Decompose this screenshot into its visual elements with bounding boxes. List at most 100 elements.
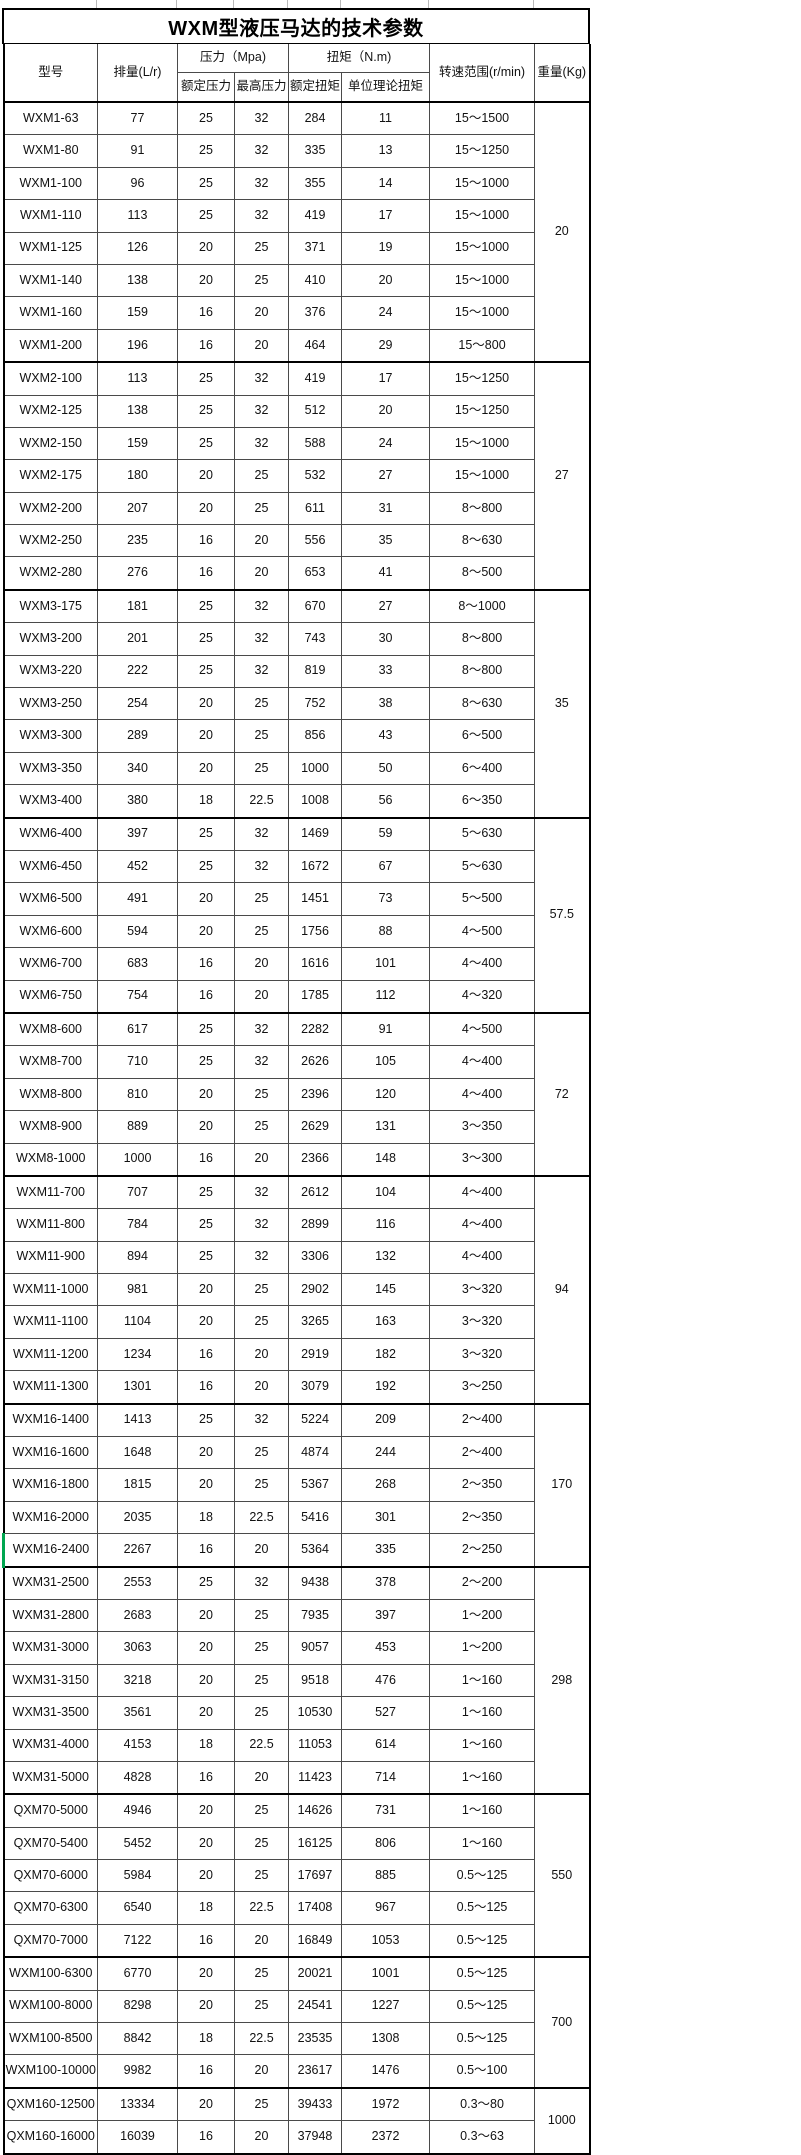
rated-pressure-cell: 18 — [177, 1728, 235, 1762]
speed-range-cell: 1～160 — [429, 1696, 536, 1730]
speed-range-cell: 1～160 — [429, 1728, 536, 1762]
displacement-cell: 9982 — [97, 2054, 178, 2089]
rated-torque-cell: 1008 — [288, 784, 343, 819]
model-cell: WXM1-125 — [3, 231, 98, 265]
table-row: WXM16-1800 1815 20 25 5367 268 2～350 — [3, 1468, 590, 1502]
table-row: WXM31-3500 3561 20 25 10530 527 1～160 — [3, 1696, 590, 1730]
speed-range-cell: 5～500 — [429, 882, 536, 916]
max-pressure-cell: 32 — [233, 426, 290, 461]
header-model: 型号 — [3, 44, 98, 103]
table-row: WXM2-175 180 20 25 532 27 15～1000 — [3, 459, 590, 493]
displacement-cell: 889 — [97, 1110, 178, 1144]
speed-range-cell: 15～1500 — [429, 101, 536, 136]
speed-range-cell: 5～630 — [429, 849, 536, 884]
displacement-cell: 1815 — [97, 1468, 178, 1502]
max-pressure-cell: 22.5 — [233, 1500, 290, 1535]
model-cell: WXM6-500 — [3, 882, 98, 916]
model-cell: WXM100-8000 — [3, 1989, 98, 2024]
rated-torque-cell: 11423 — [288, 1760, 343, 1795]
max-pressure-cell: 32 — [233, 588, 290, 624]
rated-pressure-cell: 16 — [177, 2120, 235, 2155]
max-pressure-cell: 25 — [233, 491, 290, 526]
model-cell: QXM70-5000 — [3, 1793, 98, 1828]
rated-torque-cell: 2396 — [288, 1077, 343, 1112]
header-unit-torque: 单位理论扭矩 — [341, 72, 431, 103]
displacement-cell: 3218 — [97, 1663, 178, 1698]
model-cell: WXM2-100 — [3, 361, 98, 396]
displacement-cell: 180 — [97, 459, 178, 493]
rated-torque-cell: 556 — [288, 524, 343, 558]
model-cell: WXM16-1600 — [3, 1436, 98, 1470]
displacement-cell: 1301 — [97, 1370, 178, 1405]
speed-range-cell: 15～1000 — [429, 459, 536, 493]
model-cell: WXM31-2500 — [3, 1565, 98, 1600]
rated-pressure-cell: 20 — [177, 1598, 235, 1633]
rated-torque-cell: 371 — [288, 231, 343, 265]
rated-pressure-cell: 18 — [177, 1500, 235, 1535]
speed-range-cell: 1～160 — [429, 1826, 536, 1861]
rated-torque-cell: 9438 — [288, 1565, 343, 1600]
model-cell: WXM1-80 — [3, 134, 98, 168]
speed-range-cell: 0.5～125 — [429, 2022, 536, 2056]
speed-range-cell: 1～200 — [429, 1598, 536, 1633]
speed-range-cell: 1～160 — [429, 1760, 536, 1795]
rated-torque-cell: 17408 — [288, 1891, 343, 1925]
unit-torque-cell: 453 — [341, 1631, 431, 1665]
model-cell: WXM6-400 — [3, 816, 98, 851]
max-pressure-cell: 25 — [233, 1696, 290, 1730]
max-pressure-cell: 32 — [233, 134, 290, 168]
displacement-cell: 91 — [97, 134, 178, 168]
speed-range-cell: 15～1000 — [429, 296, 536, 330]
table-row: QXM70-5400 5452 20 25 16125 806 1～160 — [3, 1826, 590, 1861]
speed-range-cell: 3～320 — [429, 1305, 536, 1339]
max-pressure-cell: 25 — [233, 882, 290, 916]
model-cell: WXM16-2000 — [3, 1500, 98, 1535]
model-cell: WXM6-600 — [3, 914, 98, 949]
displacement-cell: 707 — [97, 1174, 178, 1210]
model-cell: WXM8-800 — [3, 1077, 98, 1112]
speed-range-cell: 0.5～125 — [429, 1956, 536, 1991]
unit-torque-cell: 397 — [341, 1598, 431, 1633]
rated-pressure-cell: 25 — [177, 134, 235, 168]
model-cell: WXM3-350 — [3, 751, 98, 786]
displacement-cell: 77 — [97, 101, 178, 136]
model-cell: WXM6-700 — [3, 947, 98, 981]
max-pressure-cell: 20 — [233, 1923, 290, 1958]
unit-torque-cell: 17 — [341, 199, 431, 233]
max-pressure-cell: 25 — [233, 1305, 290, 1339]
table-row: WXM3-350 340 20 25 1000 50 6～400 — [3, 751, 590, 786]
max-pressure-cell: 22.5 — [233, 2022, 290, 2056]
table-row: WXM3-200 201 25 32 743 30 8～800 — [3, 622, 590, 656]
unit-torque-cell: 476 — [341, 1663, 431, 1698]
unit-torque-cell: 268 — [341, 1468, 431, 1502]
model-cell: WXM1-200 — [3, 328, 98, 363]
rated-torque-cell: 588 — [288, 426, 343, 461]
unit-torque-cell: 182 — [341, 1337, 431, 1372]
displacement-cell: 2553 — [97, 1565, 178, 1600]
model-cell: WXM11-800 — [3, 1208, 98, 1242]
rated-pressure-cell: 16 — [177, 979, 235, 1014]
speed-range-cell: 15～1250 — [429, 134, 536, 168]
rated-torque-cell: 743 — [288, 622, 343, 656]
max-pressure-cell: 25 — [233, 2086, 290, 2122]
speed-range-cell: 15～800 — [429, 328, 536, 363]
table-row: WXM31-3150 3218 20 25 9518 476 1～160 — [3, 1663, 590, 1698]
max-pressure-cell: 22.5 — [233, 1728, 290, 1762]
max-pressure-cell: 20 — [233, 2054, 290, 2089]
table-row: QXM70-6300 6540 18 22.5 17408 967 0.5～125 — [3, 1891, 590, 1925]
speed-range-cell: 15～1000 — [429, 231, 536, 265]
model-cell: WXM1-110 — [3, 199, 98, 233]
weight-cell: 27 — [534, 361, 591, 591]
rated-pressure-cell: 16 — [177, 2054, 235, 2089]
displacement-cell: 683 — [97, 947, 178, 981]
speed-range-cell: 0.5～125 — [429, 1859, 536, 1893]
displacement-cell: 13334 — [97, 2086, 178, 2122]
speed-range-cell: 1～160 — [429, 1663, 536, 1698]
model-cell: WXM6-750 — [3, 979, 98, 1014]
model-cell: WXM2-175 — [3, 459, 98, 493]
unit-torque-cell: 38 — [341, 687, 431, 721]
weight-cell: 170 — [534, 1402, 591, 1568]
header-torque-group: 扭矩（N.m) — [288, 44, 431, 73]
max-pressure-cell: 32 — [233, 166, 290, 201]
unit-torque-cell: 163 — [341, 1305, 431, 1339]
